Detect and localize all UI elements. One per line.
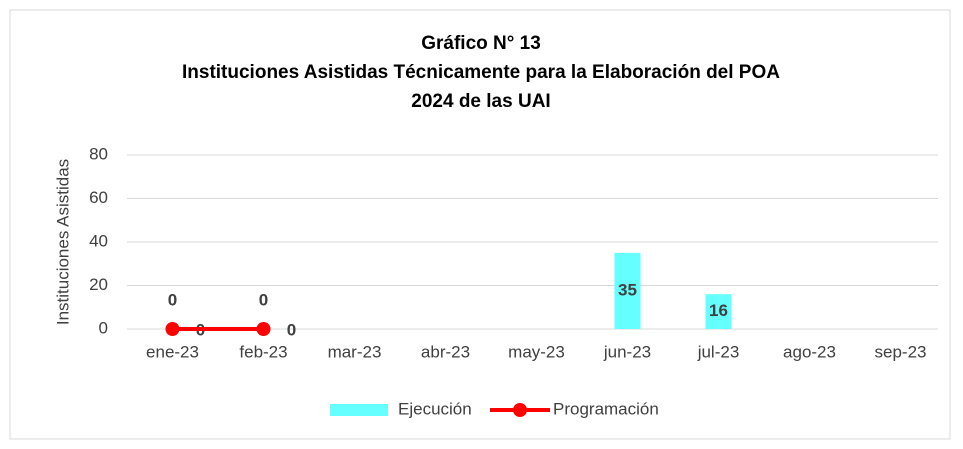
chart-title: Gráfico N° 13 [421,33,541,54]
data-label: 0 [168,290,177,309]
x-tick-label: abr-23 [421,342,470,361]
y-tick-label: 60 [89,188,108,207]
chart-title: 2024 de las UAI [411,91,550,112]
chart-title: Instituciones Asistidas Técnicamente par… [182,62,780,83]
y-axis-label: Instituciones Asistidas [53,159,72,325]
line-marker [256,322,271,336]
legend-swatch [330,404,388,416]
bar [614,252,641,329]
x-tick-label: ene-23 [146,342,199,361]
y-tick-label: 40 [89,231,108,250]
data-label: 0 [287,320,296,339]
y-tick-label: 20 [89,275,108,294]
x-tick-label: jul-23 [697,342,740,361]
chart-border [9,9,951,440]
x-tick-label: jun-23 [603,342,651,361]
y-tick-label: 0 [99,318,108,337]
x-tick-label: ago-23 [783,342,836,361]
x-tick-label: mar-23 [328,342,382,361]
x-tick-label: may-23 [508,342,565,361]
data-label: 16 [709,301,728,320]
legend-label: Programación [553,399,659,418]
legend-label: Ejecución [398,399,472,418]
data-label: 0 [259,290,268,309]
x-tick-label: feb-23 [239,342,287,361]
x-tick-label: sep-23 [875,342,927,361]
y-tick-label: 80 [89,144,108,163]
bar [705,294,732,329]
data-label: 35 [618,280,637,299]
legend-swatch [513,403,527,417]
line-marker [165,322,180,336]
